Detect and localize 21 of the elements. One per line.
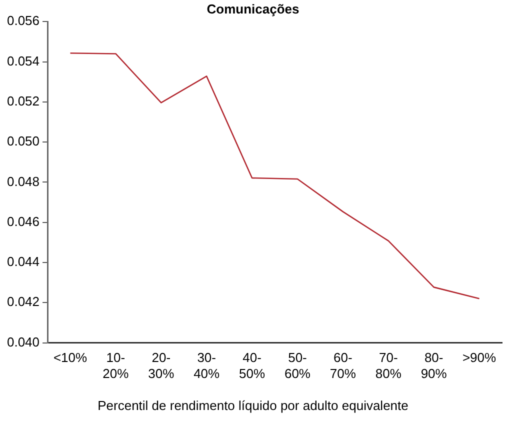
x-tick-label: 30-40%: [194, 350, 220, 381]
x-tick-label: 70-80%: [375, 350, 402, 381]
y-tick-label: 0.056: [6, 13, 40, 28]
chart-title: Comunicações: [206, 1, 300, 16]
y-tick-label: 0.050: [6, 134, 40, 149]
x-tick-label: 40-50%: [239, 350, 266, 381]
x-tick-label: 60-70%: [330, 350, 356, 381]
x-tick-label: 50-60%: [284, 350, 311, 381]
y-tick-label: 0.040: [6, 334, 40, 350]
y-tick-label: 0.042: [6, 294, 40, 310]
x-tick-label: >90%: [462, 350, 497, 366]
y-tick-label: 0.046: [6, 214, 40, 229]
x-tick-label: 10-20%: [102, 350, 130, 381]
x-tick-label: <10%: [53, 350, 88, 366]
y-tick-label: 0.048: [6, 174, 40, 189]
x-tick-label: 20-30%: [148, 350, 175, 381]
x-tick-label: 80-90%: [420, 350, 448, 381]
y-tick-label: 0.044: [6, 254, 40, 270]
x-axis-title: Percentil de rendimento líquido por adulto equivalente: [96, 398, 410, 413]
y-tick-label: 0.052: [6, 93, 40, 108]
y-tick-label: 0.054: [6, 53, 40, 68]
